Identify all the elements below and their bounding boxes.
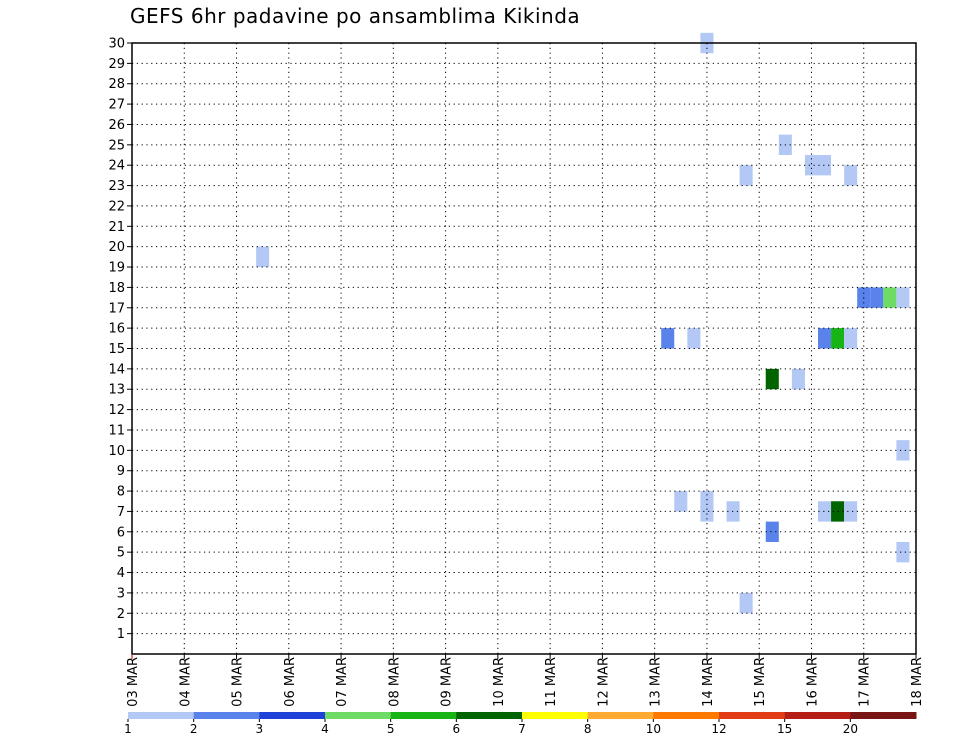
y-tick-label: 11 bbox=[108, 423, 125, 438]
x-tick-label: 07 MAR bbox=[335, 657, 350, 707]
y-tick-label: 18 bbox=[108, 281, 125, 296]
precip-cell bbox=[896, 287, 910, 308]
colorbar-label: 12 bbox=[711, 722, 726, 736]
y-tick-label: 15 bbox=[108, 342, 125, 357]
colorbar-label: 8 bbox=[584, 722, 592, 736]
x-tick-label: 03 MAR bbox=[126, 657, 141, 707]
x-tick-label: 15 MAR bbox=[753, 657, 768, 707]
precip-cell bbox=[818, 155, 832, 176]
y-tick-label: 13 bbox=[108, 383, 125, 398]
colorbar-label: 4 bbox=[321, 722, 329, 736]
precip-cell bbox=[818, 328, 832, 349]
y-tick-label: 2 bbox=[117, 607, 125, 622]
y-tick-label: 6 bbox=[117, 525, 125, 540]
x-tick-label: 05 MAR bbox=[231, 657, 246, 707]
y-tick-label: 1 bbox=[117, 627, 125, 642]
y-tick-label: 17 bbox=[108, 301, 125, 316]
colorbar-label: 3 bbox=[256, 722, 264, 736]
precip-cell bbox=[791, 368, 805, 390]
y-tick-label: 20 bbox=[108, 240, 125, 255]
precip-cell bbox=[804, 155, 818, 176]
y-tick-label: 30 bbox=[108, 37, 125, 52]
y-tick-label: 24 bbox=[108, 159, 125, 174]
y-tick-label: 26 bbox=[108, 118, 125, 133]
colorbar-swatch bbox=[259, 712, 326, 719]
chart-title: GEFS 6hr padavine po ansamblima Kikinda bbox=[130, 4, 581, 28]
colorbar-swatch bbox=[653, 712, 720, 719]
x-tick-label: 08 MAR bbox=[387, 657, 402, 707]
precip-cell bbox=[661, 328, 675, 349]
precip-cell bbox=[896, 541, 910, 563]
y-tick-label: 16 bbox=[108, 322, 125, 337]
precip-cell bbox=[739, 592, 753, 614]
precip-cell bbox=[844, 328, 858, 349]
y-tick-label: 25 bbox=[108, 138, 125, 153]
precip-cell bbox=[818, 501, 832, 522]
precip-cell bbox=[870, 287, 884, 308]
x-tick-label: 10 MAR bbox=[492, 657, 507, 707]
y-tick-label: 9 bbox=[117, 464, 125, 479]
y-tick-label: 23 bbox=[108, 179, 125, 194]
colorbar-swatch bbox=[390, 712, 457, 719]
precip-cell bbox=[896, 440, 910, 461]
x-tick-label: 09 MAR bbox=[440, 657, 455, 707]
x-tick-label: 16 MAR bbox=[805, 657, 820, 707]
precip-cell bbox=[883, 287, 897, 308]
x-tick-label: 04 MAR bbox=[178, 657, 193, 707]
precip-cell bbox=[765, 521, 779, 542]
y-tick-label: 10 bbox=[108, 444, 125, 459]
colorbar-label: 2 bbox=[190, 722, 198, 736]
y-tick-label: 28 bbox=[108, 77, 125, 92]
x-tick-label: 12 MAR bbox=[596, 657, 611, 707]
precip-cell bbox=[844, 501, 858, 522]
precip-cell bbox=[674, 491, 688, 512]
precip-cell bbox=[256, 246, 270, 268]
precip-cell bbox=[739, 165, 753, 186]
colorbar-swatch bbox=[719, 712, 786, 719]
colorbar-swatch bbox=[193, 712, 260, 719]
y-tick-label: 29 bbox=[108, 57, 125, 72]
precip-cell bbox=[765, 368, 779, 390]
colorbar-swatch bbox=[325, 712, 392, 719]
colorbar-label: 7 bbox=[518, 722, 526, 736]
colorbar-swatch bbox=[128, 712, 195, 719]
colorbar-swatch bbox=[850, 712, 917, 719]
y-tick-label: 27 bbox=[108, 98, 125, 113]
y-tick-label: 14 bbox=[108, 362, 125, 377]
y-tick-label: 19 bbox=[108, 261, 125, 276]
y-tick-label: 22 bbox=[108, 199, 125, 214]
y-tick-label: 12 bbox=[108, 403, 125, 418]
precip-cell bbox=[687, 328, 701, 349]
precip-cell bbox=[844, 165, 858, 186]
y-tick-label: 21 bbox=[108, 220, 125, 235]
precip-cell bbox=[700, 501, 714, 522]
y-tick-label: 4 bbox=[117, 566, 125, 581]
colorbar-label: 5 bbox=[387, 722, 395, 736]
y-tick-label: 5 bbox=[117, 546, 125, 561]
x-tick-label: 14 MAR bbox=[701, 657, 716, 707]
colorbar-swatch bbox=[456, 712, 523, 719]
x-tick-label: 13 MAR bbox=[649, 657, 664, 707]
y-tick-label: 8 bbox=[117, 485, 125, 500]
colorbar-swatch bbox=[522, 712, 589, 719]
x-tick-label: 17 MAR bbox=[858, 657, 873, 707]
x-tick-label: 18 MAR bbox=[910, 657, 925, 707]
y-tick-label: 7 bbox=[117, 505, 125, 520]
colorbar-label: 6 bbox=[453, 722, 461, 736]
colorbar-swatch bbox=[587, 712, 654, 719]
plot-frame bbox=[131, 42, 917, 655]
y-tick-label: 3 bbox=[117, 586, 125, 601]
colorbar-label: 20 bbox=[843, 722, 858, 736]
x-tick-label: 06 MAR bbox=[283, 657, 298, 707]
colorbar-label: 10 bbox=[646, 722, 661, 736]
colorbar-label: 1 bbox=[124, 722, 132, 736]
colorbar-label: 15 bbox=[777, 722, 792, 736]
colorbar-swatch bbox=[784, 712, 851, 719]
precip-cell bbox=[831, 328, 845, 349]
x-tick-label: 11 MAR bbox=[544, 657, 559, 707]
